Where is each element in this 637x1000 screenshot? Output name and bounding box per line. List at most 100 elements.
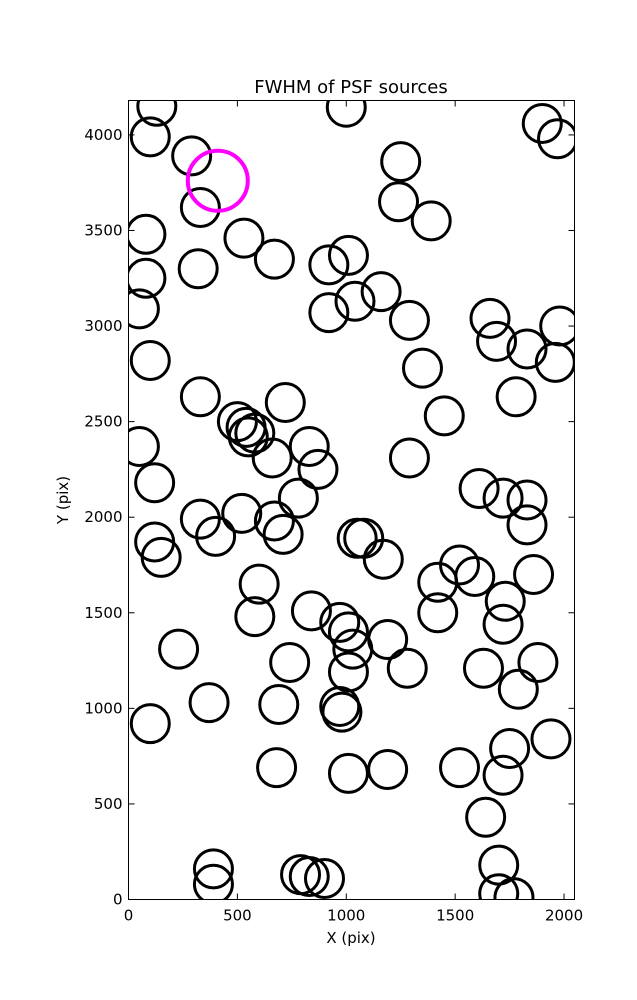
psf-source-marker	[495, 376, 537, 418]
plot-frame	[128, 100, 575, 900]
psf-source-marker	[506, 504, 548, 546]
psf-source-marker	[290, 590, 332, 632]
psf-source-marker	[321, 691, 363, 733]
psf-source-marker	[360, 271, 402, 313]
y-tick-label: 2500	[84, 413, 122, 431]
psf-source-marker	[482, 603, 524, 645]
y-tick-label: 4000	[84, 126, 122, 144]
psf-source-marker	[128, 425, 160, 467]
psf-source-marker	[478, 873, 520, 900]
psf-source-marker	[327, 611, 369, 653]
psf-source-marker	[179, 187, 221, 229]
psf-source-marker	[462, 647, 504, 689]
psf-source-marker	[380, 141, 422, 183]
psf-source-marker	[439, 747, 481, 789]
psf-source-marker	[489, 727, 531, 769]
psf-source-marker	[136, 100, 178, 127]
psf-source-marker	[128, 257, 167, 299]
psf-source-marker	[530, 718, 572, 760]
psf-source-marker	[410, 200, 452, 242]
x-tick-label: 1500	[436, 907, 474, 925]
psf-source-marker	[134, 462, 176, 504]
psf-source-marker	[179, 376, 221, 418]
psf-source-marker	[221, 492, 263, 534]
psf-source-marker	[539, 305, 575, 347]
psf-source-marker	[521, 102, 563, 144]
psf-source-marker	[417, 561, 459, 603]
psf-source-marker	[140, 536, 182, 578]
chart-title: FWHM of PSF sources	[254, 77, 448, 98]
y-tick-label: 2000	[84, 508, 122, 526]
psf-source-marker	[179, 498, 221, 540]
psf-source-marker	[493, 877, 535, 900]
psf-source-marker	[469, 297, 511, 339]
psf-source-marker	[388, 299, 430, 341]
y-tick-label: 3500	[84, 221, 122, 239]
psf-source-marker	[484, 580, 526, 622]
y-axis-label: Y (pix)	[54, 476, 72, 525]
psf-source-marker	[517, 641, 559, 683]
y-tick-label: 1500	[84, 604, 122, 622]
y-tick-label: 1000	[84, 699, 122, 717]
psf-source-marker	[188, 682, 230, 724]
x-tick-label: 0	[124, 907, 134, 925]
psf-source-marker	[367, 619, 409, 661]
psf-source-marker	[325, 100, 367, 128]
y-tick-label: 500	[94, 795, 123, 813]
psf-source-marker	[386, 647, 428, 689]
plot-area	[128, 100, 575, 900]
psf-source-marker	[251, 437, 293, 479]
psf-source-marker	[378, 181, 420, 223]
psf-source-marker	[367, 749, 409, 791]
x-tick-label: 500	[223, 907, 252, 925]
psf-source-marker	[537, 118, 575, 160]
psf-source-marker	[264, 382, 306, 424]
psf-source-marker	[297, 448, 339, 490]
psf-source-marker	[482, 477, 524, 519]
psf-source-marker	[458, 468, 500, 510]
psf-source-marker	[288, 856, 330, 898]
psf-source-marker	[238, 563, 280, 605]
psf-source-marker	[253, 500, 295, 542]
psf-source-marker	[129, 116, 171, 158]
psf-source-marker	[303, 857, 345, 899]
psf-source-marker	[482, 754, 524, 796]
psf-source-marker	[506, 479, 548, 521]
psf-source-marker	[128, 213, 167, 255]
x-tick-label: 1000	[327, 907, 365, 925]
psf-source-marker	[319, 601, 361, 643]
psf-source-marker	[129, 703, 171, 745]
psf-source-marker	[308, 244, 350, 286]
psf-source-marker	[388, 437, 430, 479]
psf-source-marker	[506, 328, 548, 370]
psf-source-marker	[334, 280, 376, 322]
psf-source-marker	[177, 248, 219, 290]
psf-source-marker	[269, 641, 311, 683]
psf-source-marker	[465, 796, 507, 838]
psf-source-marker	[128, 288, 160, 330]
psf-source-marker	[171, 135, 213, 177]
psf-source-marker	[256, 747, 298, 789]
x-tick-label: 2000	[545, 907, 583, 925]
axis-ticks: 0 500 1000 1500 2000 0 500 1000 1500 2000 2500 3000…	[84, 100, 583, 925]
psf-source-marker	[513, 554, 555, 596]
psf-source-marker	[288, 425, 330, 467]
psf-source-marker	[129, 339, 171, 381]
psf-source-marker	[401, 347, 443, 389]
psf-source-marker	[195, 515, 237, 557]
psf-source-marker	[327, 752, 369, 794]
y-tick-label: 0	[113, 891, 123, 909]
psf-source-marker	[258, 684, 300, 726]
psf-source-marker	[476, 320, 518, 362]
psf-source-marker	[327, 234, 369, 276]
psf-source-marker	[497, 668, 539, 710]
psf-source-marker	[192, 863, 234, 900]
psf-source-marker	[158, 628, 200, 670]
psf-source-marker	[223, 217, 265, 259]
psf-source-marker	[192, 848, 234, 890]
psf-source-marker	[277, 477, 319, 519]
psf-source-marker	[362, 538, 404, 580]
psf-source-marker	[253, 238, 295, 280]
psf-source-marker	[262, 513, 304, 555]
